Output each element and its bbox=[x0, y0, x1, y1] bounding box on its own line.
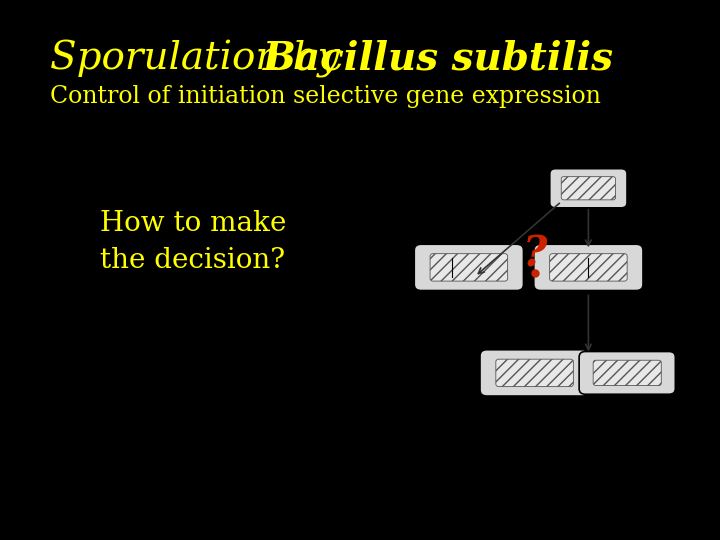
FancyBboxPatch shape bbox=[430, 254, 508, 281]
FancyBboxPatch shape bbox=[549, 254, 627, 281]
Text: ?: ? bbox=[523, 233, 546, 275]
Text: SYMMETRICAL
DIVISION: SYMMETRICAL DIVISION bbox=[560, 290, 616, 303]
Text: Control of initiation selective gene expression: Control of initiation selective gene exp… bbox=[50, 85, 601, 108]
Text: Bacillus subtilis: Bacillus subtilis bbox=[263, 40, 614, 78]
Text: VEGETATIVE
CELL: VEGETATIVE CELL bbox=[574, 207, 621, 220]
Text: How to make
the decision?: How to make the decision? bbox=[100, 210, 287, 274]
FancyBboxPatch shape bbox=[414, 244, 523, 291]
Text: ASYMMETRICAL
DIVISION
(STAGE II): ASYMMETRICAL DIVISION (STAGE II) bbox=[438, 290, 500, 310]
FancyBboxPatch shape bbox=[593, 360, 661, 386]
FancyBboxPatch shape bbox=[579, 352, 675, 394]
FancyBboxPatch shape bbox=[496, 359, 573, 387]
FancyBboxPatch shape bbox=[534, 244, 643, 291]
FancyBboxPatch shape bbox=[562, 177, 616, 200]
FancyBboxPatch shape bbox=[550, 168, 627, 208]
FancyBboxPatch shape bbox=[480, 350, 589, 396]
Text: Sporulation by: Sporulation by bbox=[50, 40, 352, 78]
